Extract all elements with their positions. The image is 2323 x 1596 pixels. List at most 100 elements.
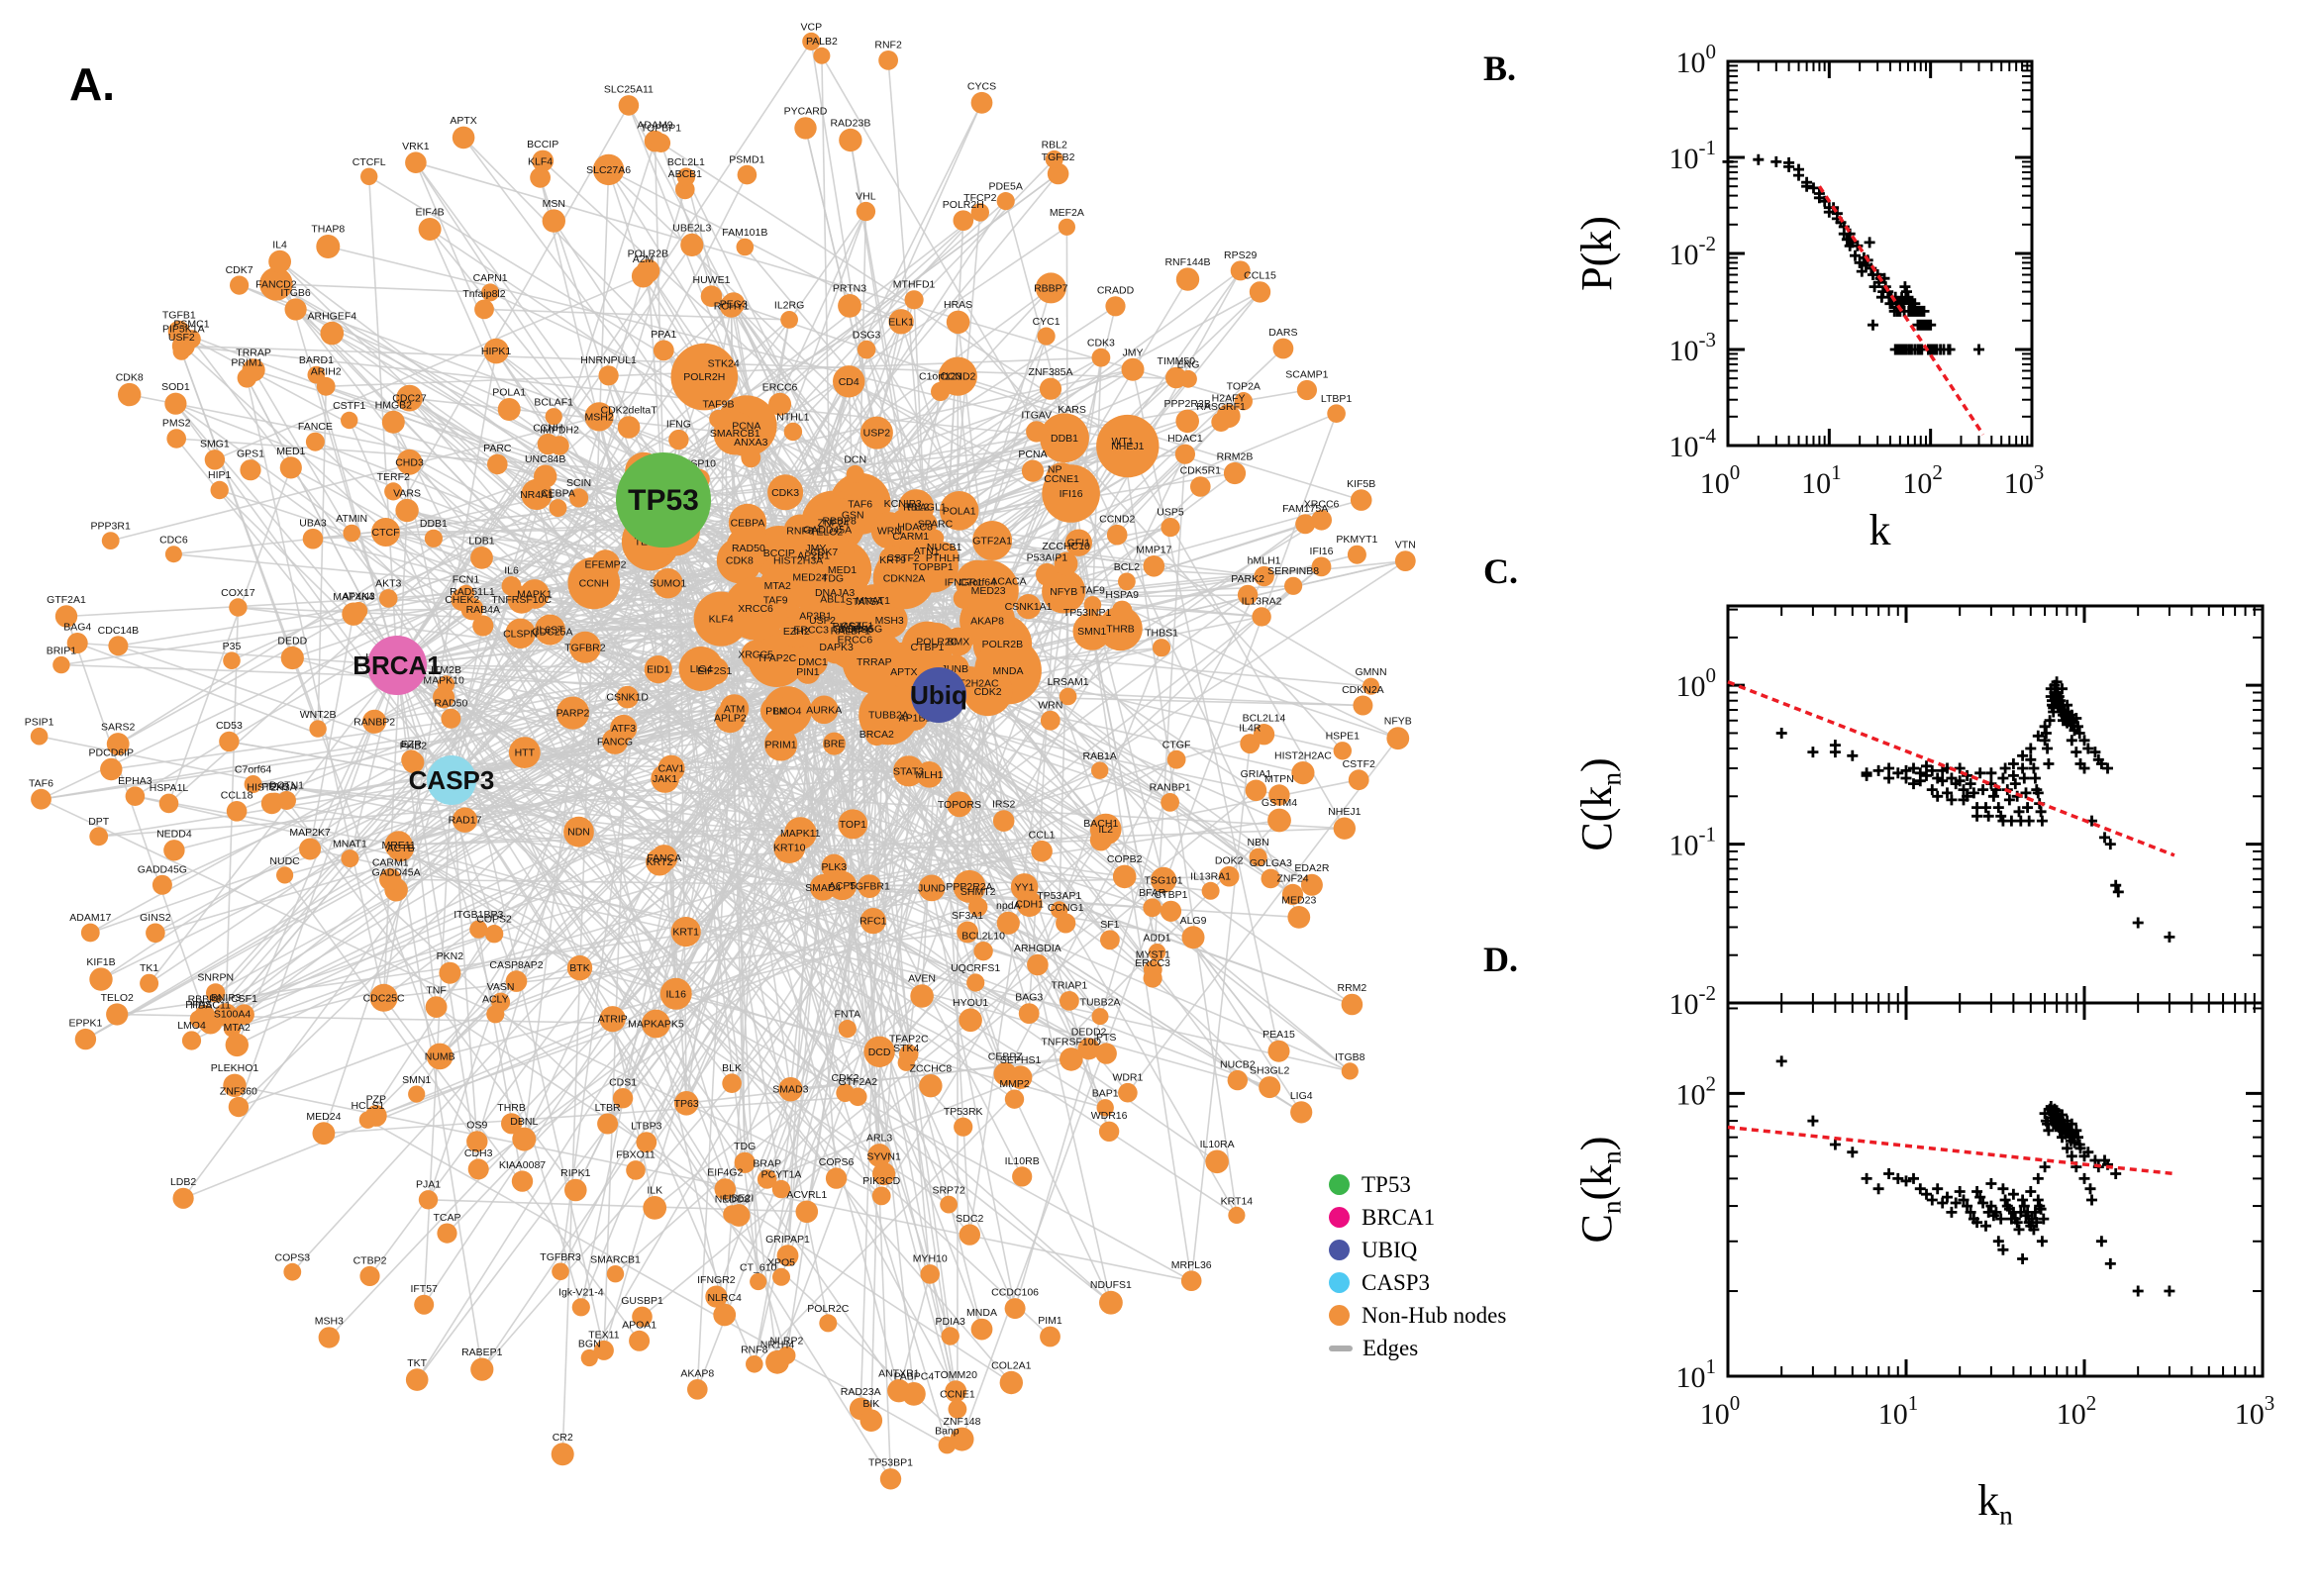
network-node <box>1004 1298 1026 1320</box>
network-node <box>1091 348 1111 367</box>
network-node-label: USF2 <box>809 615 836 627</box>
network-node-label: BAG3 <box>1015 992 1043 1004</box>
network-node-label: XRCC6 <box>1304 498 1340 510</box>
network-node <box>802 32 821 51</box>
network-node-label: GTF2A2 <box>838 1076 877 1088</box>
network-node <box>846 464 864 483</box>
network-node-label: ANXA3 <box>734 437 768 449</box>
network-node-label: LDB1 <box>468 536 494 548</box>
network-node-label: DEDD <box>277 635 307 647</box>
network-node <box>542 209 565 233</box>
network-node <box>839 128 862 152</box>
network-edge <box>309 848 686 933</box>
network-edge <box>396 664 438 1008</box>
network-node-label: CHD3 <box>395 456 424 468</box>
network-node <box>1253 724 1275 746</box>
network-node-label: EZR <box>401 739 422 750</box>
network-node <box>904 290 924 310</box>
network-node <box>146 923 165 944</box>
network-node-label: TERF2 <box>377 471 410 483</box>
network-node <box>839 619 861 642</box>
network-node-label: MSH3 <box>315 1316 344 1328</box>
network-node-label: SMG1 <box>200 439 230 450</box>
network-node <box>1249 281 1271 303</box>
network-node-label: MED1 <box>828 564 857 576</box>
network-node-label: BRIP1 <box>47 645 77 656</box>
network-node-label: MLH1 <box>915 769 943 781</box>
network-node-label: MAPK11 <box>780 828 821 840</box>
network-node <box>1121 357 1145 381</box>
network-node <box>825 1167 848 1189</box>
network-node <box>936 552 954 570</box>
network-node-label: CCL18 <box>221 790 253 802</box>
x-tick-label: 103 <box>2235 1391 2275 1431</box>
network-node <box>1296 379 1317 401</box>
network-node <box>466 1131 488 1152</box>
network-node-label: APOA1 <box>622 1319 656 1331</box>
network-node-label: TOP2A <box>1227 381 1261 393</box>
network-node <box>580 1348 598 1367</box>
network-node <box>819 1314 838 1333</box>
network-node <box>530 166 551 188</box>
network-node <box>776 1245 799 1267</box>
network-node-label: SCIN <box>566 477 591 489</box>
network-node-label: ACTB <box>387 843 415 854</box>
network-node-label: POLR2H <box>943 199 984 211</box>
network-node <box>642 1009 670 1039</box>
network-node <box>773 832 806 863</box>
network-node <box>364 1105 387 1127</box>
network-node-label: ATN1 <box>914 546 940 557</box>
network-node-label: MSH3 <box>875 615 904 627</box>
network-edge <box>317 386 327 730</box>
network-node-label: CDC25C <box>363 992 405 1004</box>
network-node <box>970 1318 993 1341</box>
network-edge <box>938 694 1030 1014</box>
network-edge <box>451 779 1345 830</box>
network-node <box>618 95 640 116</box>
network-node-label: VASN <box>487 981 515 993</box>
network-node-label: MNAT1 <box>856 595 890 607</box>
network-node-label: HSPE1 <box>1326 731 1361 743</box>
y-tick-label: 10-1 <box>1669 136 1717 175</box>
network-node-label: Igk-V21-4 <box>558 1287 604 1299</box>
network-node-label: ZNF360 <box>220 1085 257 1097</box>
network-node-label: EZH2 <box>783 626 810 638</box>
network-edge <box>396 41 812 666</box>
network-node-label: KCNIP3 <box>884 498 922 510</box>
network-node-label: BNIP3 <box>211 992 242 1004</box>
network-node-label: HIP1 <box>208 469 232 481</box>
network-edge <box>855 499 1362 641</box>
network-node <box>802 602 829 630</box>
network-node-label: GADD45A <box>803 524 852 536</box>
network-node-label: BCL2L10 <box>961 931 1005 943</box>
network-node-label: CSTF1 <box>841 621 873 633</box>
network-node-label: FANCE <box>298 421 333 433</box>
network-node-label: COPB2 <box>1107 853 1143 865</box>
data-points <box>1775 676 2175 943</box>
network-node <box>234 1004 254 1026</box>
network-node <box>1327 404 1346 424</box>
network-node <box>1060 1047 1083 1071</box>
network-node-label: APTX <box>890 666 917 678</box>
network-node-label: S100A4 <box>214 1009 252 1021</box>
network-node-label: MYST1 <box>1136 949 1170 961</box>
network-node-label: JMY <box>1123 347 1144 358</box>
network-node-label: TP53BP1 <box>868 1457 913 1469</box>
network-node <box>532 150 555 172</box>
network-node <box>379 868 402 891</box>
network-node-label: CDK3 <box>1087 337 1115 349</box>
network-node-label: GADD45G <box>138 863 187 875</box>
network-node <box>954 1117 973 1137</box>
network-node-label: GMNN <box>1355 666 1386 678</box>
network-node-label: CDK8 <box>726 555 754 567</box>
network-node <box>632 1306 653 1328</box>
network-node-label: APTX <box>450 115 476 127</box>
network-node <box>194 1004 215 1026</box>
network-node-label: MAPK1 <box>517 589 553 601</box>
network-node-label: DDB1 <box>420 518 448 530</box>
network-node-label: WNT2B <box>300 709 337 721</box>
network-edge <box>135 795 1351 1072</box>
network-node <box>959 1224 980 1246</box>
network-node-label: ERCC6 <box>762 381 798 393</box>
network-node-label: MED23 <box>1281 895 1316 907</box>
